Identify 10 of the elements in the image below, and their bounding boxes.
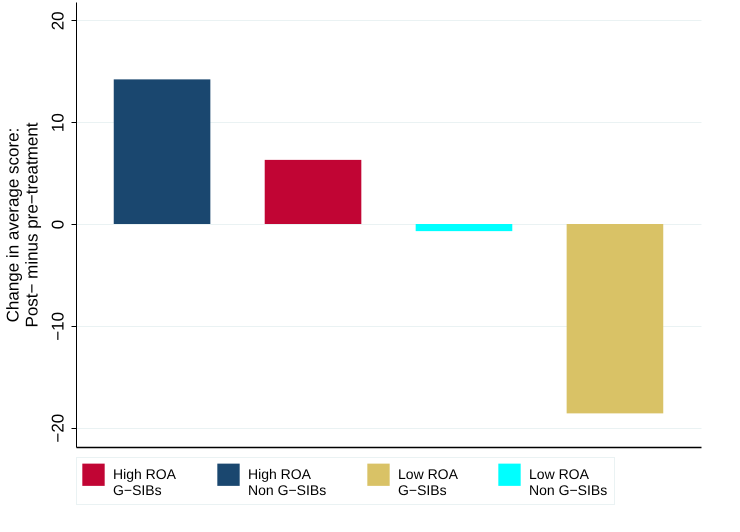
y-axis-title: Change in average score: Post− minus pre−treatment <box>4 122 42 328</box>
y-tick-label: 0 <box>48 220 68 230</box>
y-tick-label: 20 <box>48 11 68 30</box>
y-tick-label: −10 <box>48 312 68 341</box>
legend-label: Low ROA Non G−SIBs <box>529 466 608 498</box>
y-tick-label: −20 <box>48 414 68 443</box>
legend-label: High ROA Non G−SIBs <box>248 466 326 498</box>
legend-label: Low ROA G−SIBs <box>398 466 459 498</box>
y-tick-label: 10 <box>48 113 68 132</box>
legend-label: High ROA G−SIBs <box>113 466 177 498</box>
